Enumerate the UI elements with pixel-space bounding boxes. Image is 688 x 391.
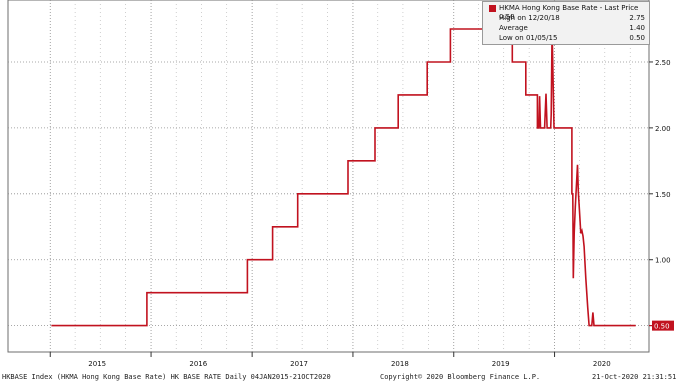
legend-average-value: 1.40: [629, 24, 645, 32]
legend-row-average: Average 1.40: [499, 24, 645, 33]
series-line: [51, 28, 636, 327]
x-tick-label: 2018: [391, 360, 409, 368]
chart-legend: HKMA Hong Kong Base Rate - Last Price 0.…: [482, 1, 650, 45]
y-tick-label: 2.50: [655, 59, 671, 67]
x-tick-label: 2020: [593, 360, 611, 368]
legend-low-value: 0.50: [629, 34, 645, 42]
y-tick-label: 1.50: [655, 191, 671, 199]
legend-high-value: 2.75: [629, 14, 645, 22]
x-tick-label: 2015: [88, 360, 106, 368]
x-tick-label: 2019: [492, 360, 510, 368]
last-price-marker: [652, 320, 674, 331]
x-tick-label: 2017: [290, 360, 308, 368]
legend-row-low: Low on 01/05/15 0.50: [499, 34, 645, 43]
legend-series-swatch: [489, 5, 496, 12]
legend-row-high: High on 12/20/18 2.75: [499, 14, 645, 23]
y-tick-label: 1.00: [655, 257, 671, 265]
x-tick-label: 2016: [189, 360, 207, 368]
footer-timestamp: 21-Oct-2020 21:31:51: [592, 373, 677, 381]
legend-high-label: High on 12/20/18: [499, 14, 560, 22]
legend-title: HKMA Hong Kong Base Rate - Last Price 0.…: [499, 4, 639, 21]
legend-low-label: Low on 01/05/15: [499, 34, 558, 42]
y-tick-label: 2.00: [655, 125, 671, 133]
last-price-label: 0.50: [654, 323, 670, 331]
footer-series-info: HKBASE Index (HKMA Hong Kong Base Rate) …: [2, 373, 331, 381]
plot-frame: [7, 0, 650, 353]
legend-average-label: Average: [499, 24, 528, 32]
footer-copyright: Copyright© 2020 Bloomberg Finance L.P.: [380, 373, 541, 381]
